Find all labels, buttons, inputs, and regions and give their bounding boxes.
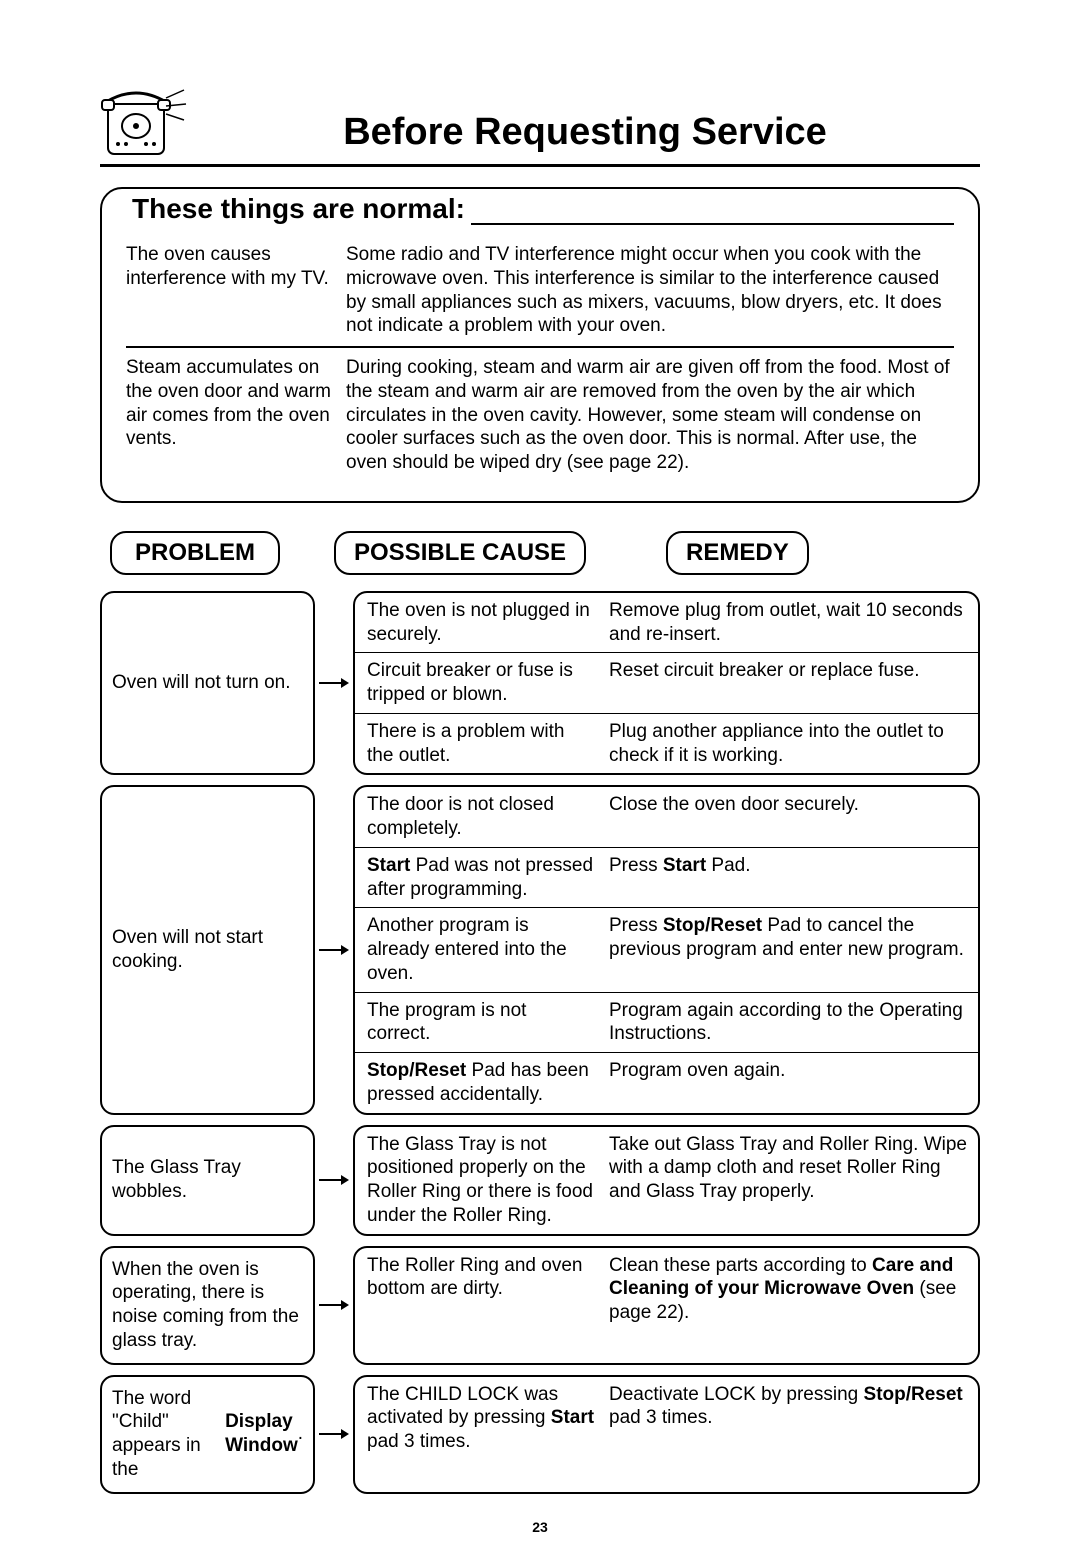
cause-cell: The Glass Tray is not positioned properl…	[355, 1127, 605, 1234]
remedy-cell: Press Start Pad.	[605, 848, 978, 908]
cause-remedy-line: The door is not closed completely.Close …	[355, 787, 978, 848]
trouble-row: Oven will not start cooking. The door is …	[100, 785, 980, 1114]
remedy-cell: Take out Glass Tray and Roller Ring. Wip…	[605, 1127, 978, 1234]
header-remedy: REMEDY	[666, 531, 809, 575]
problem-box: Oven will not turn on.	[100, 591, 315, 776]
cause-remedy-box: The Roller Ring and oven bottom are dirt…	[353, 1246, 980, 1365]
remedy-cell: Close the oven door securely.	[605, 787, 978, 847]
problem-box: The word "Child" appears in the Display …	[100, 1375, 315, 1494]
trouble-row: The Glass Tray wobbles. The Glass Tray is…	[100, 1125, 980, 1236]
normal-row: The oven causes interference with my TV.…	[126, 235, 954, 348]
cause-cell: The door is not closed completely.	[355, 787, 605, 847]
cause-remedy-line: There is a problem with the outlet.Plug …	[355, 714, 978, 774]
remedy-cell: Clean these parts according to Care and …	[605, 1248, 978, 1331]
cause-remedy-line: Another program is already entered into …	[355, 908, 978, 992]
normal-left: Steam accumulates on the oven door and w…	[126, 356, 346, 475]
cause-remedy-box: The CHILD LOCK was activated by pressing…	[353, 1375, 980, 1494]
trouble-row: Oven will not turn on. The oven is not pl…	[100, 591, 980, 776]
normal-left: The oven causes interference with my TV.	[126, 243, 346, 338]
trouble-row: When the oven is operating, there is noi…	[100, 1246, 980, 1365]
problem-box: When the oven is operating, there is noi…	[100, 1246, 315, 1365]
normal-row: Steam accumulates on the oven door and w…	[126, 348, 954, 483]
page-number: 23	[0, 1519, 1080, 1535]
column-headers: PROBLEM POSSIBLE CAUSE REMEDY	[100, 531, 980, 575]
cause-remedy-box: The oven is not plugged in securely.Remo…	[353, 591, 980, 776]
page: Before Requesting Service These things a…	[0, 0, 1080, 1565]
cause-cell: Start Pad was not pressed after programm…	[355, 848, 605, 908]
cause-remedy-line: The program is not correct.Program again…	[355, 993, 978, 1054]
cause-remedy-box: The Glass Tray is not positioned properl…	[353, 1125, 980, 1236]
cause-remedy-line: Circuit breaker or fuse is tripped or bl…	[355, 653, 978, 714]
phone-icon	[100, 80, 190, 160]
cause-remedy-line: The Glass Tray is not positioned properl…	[355, 1127, 978, 1234]
cause-cell: The CHILD LOCK was activated by pressing…	[355, 1377, 605, 1460]
cause-remedy-line: The CHILD LOCK was activated by pressing…	[355, 1377, 978, 1460]
arrow-icon	[315, 1246, 353, 1365]
trouble-row: The word "Child" appears in the Display …	[100, 1375, 980, 1494]
arrow-icon	[315, 1125, 353, 1236]
normal-right: Some radio and TV interference might occ…	[346, 243, 954, 338]
page-title: Before Requesting Service	[190, 111, 980, 160]
remedy-cell: Deactivate LOCK by pressing Stop/Reset p…	[605, 1377, 978, 1460]
cause-remedy-line: Start Pad was not pressed after programm…	[355, 848, 978, 909]
cause-cell: Stop/Reset Pad has been pressed accident…	[355, 1053, 605, 1113]
cause-cell: The program is not correct.	[355, 993, 605, 1053]
header-cause: POSSIBLE CAUSE	[334, 531, 586, 575]
cause-remedy-box: The door is not closed completely.Close …	[353, 785, 980, 1114]
cause-remedy-line: Stop/Reset Pad has been pressed accident…	[355, 1053, 978, 1113]
remedy-cell: Reset circuit breaker or replace fuse.	[605, 653, 978, 713]
remedy-cell: Remove plug from outlet, wait 10 seconds…	[605, 593, 978, 653]
cause-remedy-line: The Roller Ring and oven bottom are dirt…	[355, 1248, 978, 1331]
arrow-icon	[315, 1375, 353, 1494]
problem-box: The Glass Tray wobbles.	[100, 1125, 315, 1236]
arrow-icon	[315, 785, 353, 1114]
cause-cell: The oven is not plugged in securely.	[355, 593, 605, 653]
cause-cell: The Roller Ring and oven bottom are dirt…	[355, 1248, 605, 1331]
cause-remedy-line: The oven is not plugged in securely.Remo…	[355, 593, 978, 654]
normal-things-box: These things are normal: The oven causes…	[100, 187, 980, 503]
remedy-cell: Plug another appliance into the outlet t…	[605, 714, 978, 774]
cause-cell: Another program is already entered into …	[355, 908, 605, 991]
cause-cell: Circuit breaker or fuse is tripped or bl…	[355, 653, 605, 713]
remedy-cell: Program again according to the Operating…	[605, 993, 978, 1053]
header-row: Before Requesting Service	[100, 80, 980, 167]
normal-subtitle: These things are normal:	[126, 193, 471, 225]
problem-box: Oven will not start cooking.	[100, 785, 315, 1114]
header-problem: PROBLEM	[110, 531, 280, 575]
normal-right: During cooking, steam and warm air are g…	[346, 356, 954, 475]
remedy-cell: Program oven again.	[605, 1053, 978, 1113]
cause-cell: There is a problem with the outlet.	[355, 714, 605, 774]
remedy-cell: Press Stop/Reset Pad to cancel the previ…	[605, 908, 978, 991]
arrow-icon	[315, 591, 353, 776]
